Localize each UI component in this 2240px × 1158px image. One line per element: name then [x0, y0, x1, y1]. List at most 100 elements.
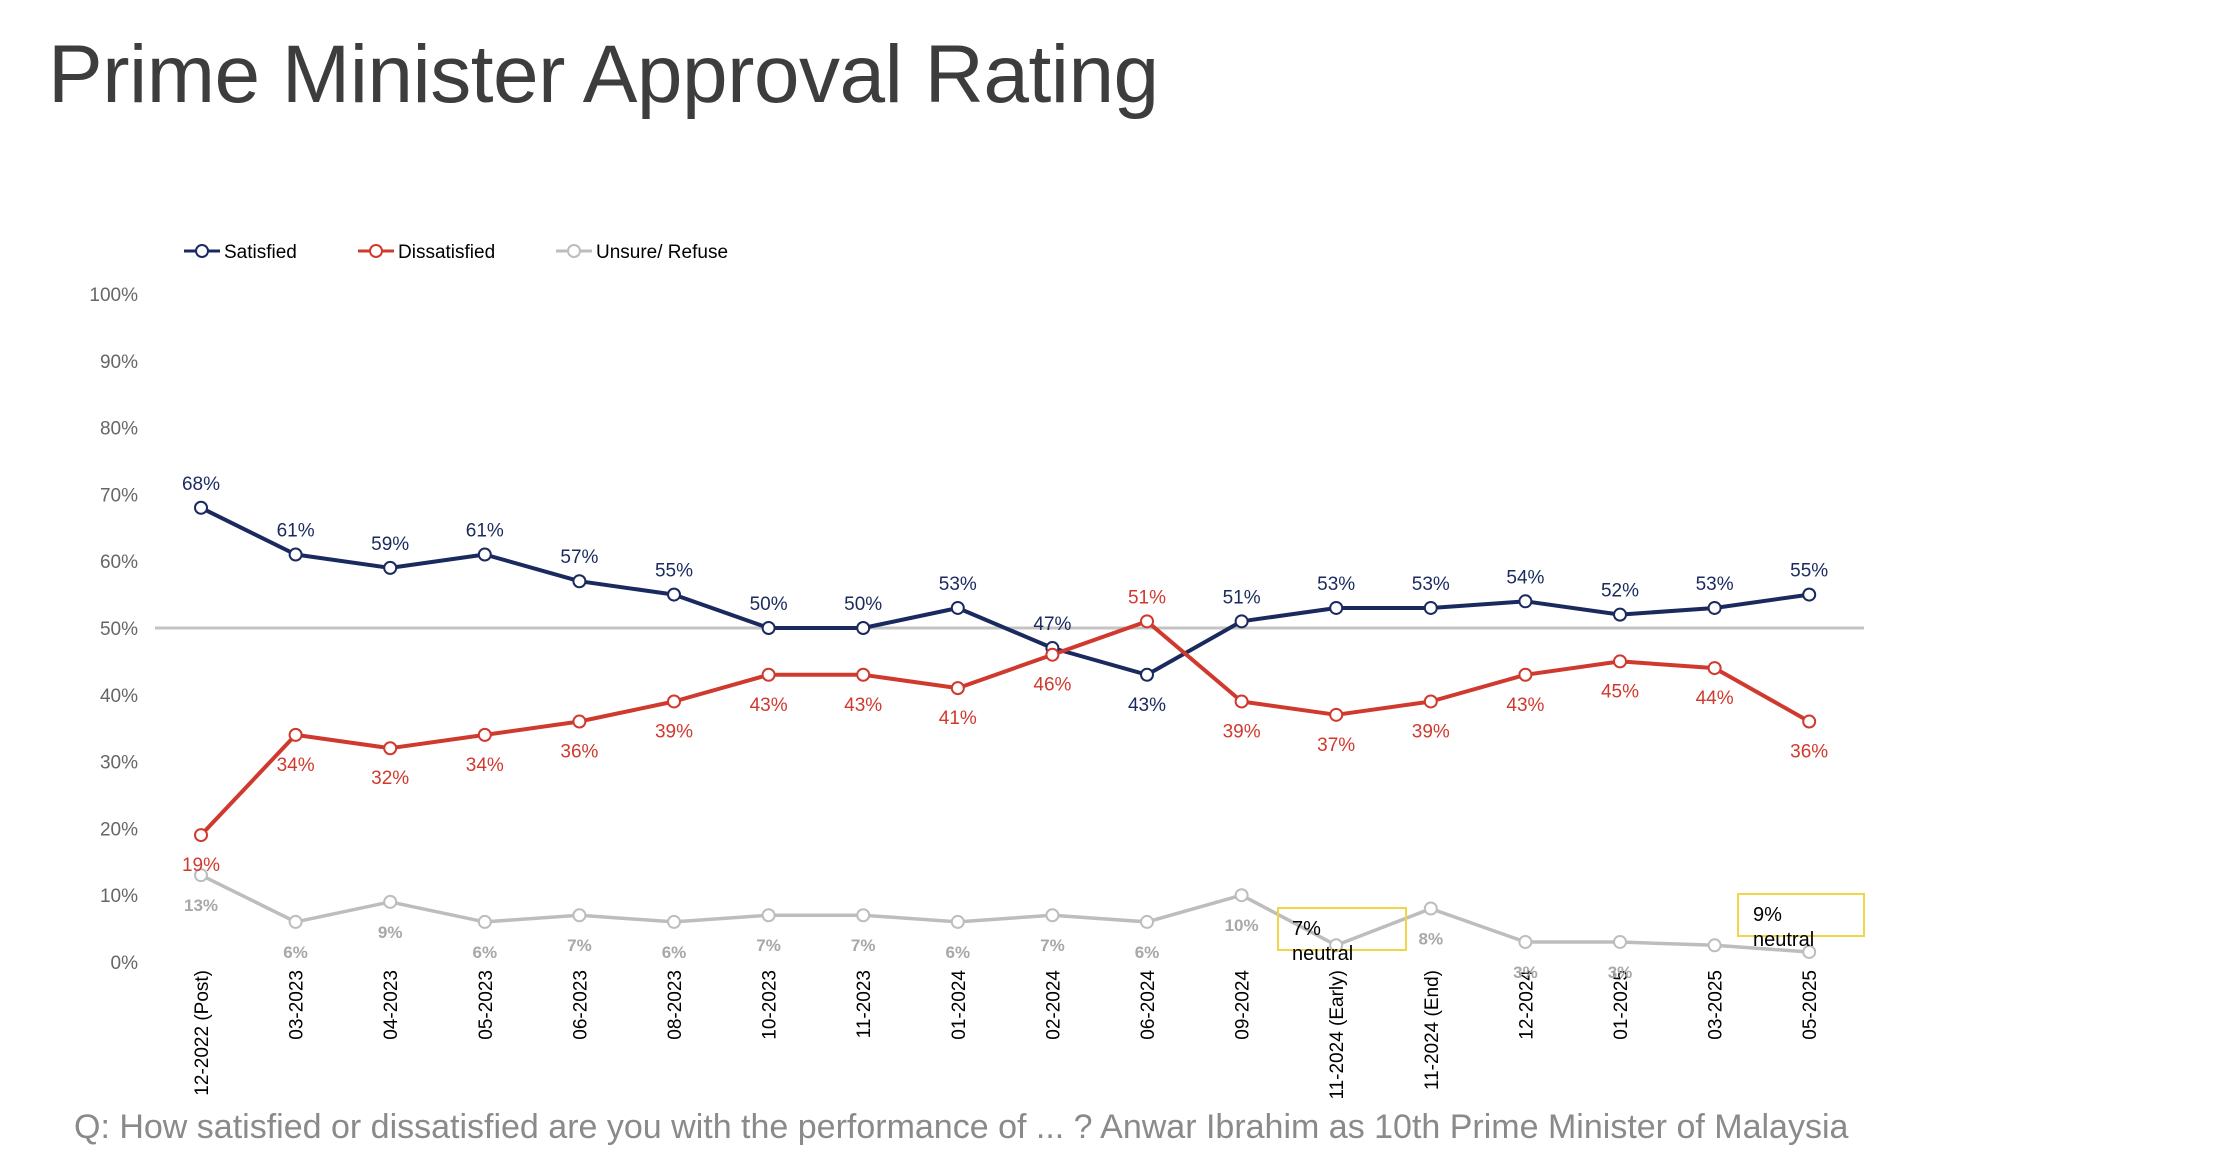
- satisfied-point: [477, 547, 492, 562]
- unsure-point: [572, 908, 587, 923]
- satisfied-point: [1802, 587, 1817, 602]
- annotation-text: neutral: [1292, 943, 1354, 965]
- y-tick-label: 20%: [100, 819, 138, 840]
- satisfied-point: [572, 574, 587, 589]
- dissatisfied-point: [1613, 654, 1627, 669]
- dissatisfied-point: [477, 727, 492, 742]
- dissatisfied-point: [1045, 647, 1060, 662]
- unsure-point: [856, 908, 871, 923]
- annotation-box: [1277, 907, 1407, 951]
- annotation-text: 7%: [1292, 918, 1321, 940]
- unsure-data-label: 3%: [1608, 963, 1633, 982]
- y-tick-label: 50%: [100, 619, 138, 640]
- dissatisfied-data-label: 51%: [1128, 587, 1166, 608]
- y-tick-label: 30%: [100, 753, 138, 774]
- satisfied-data-label: 53%: [1317, 574, 1355, 595]
- dissatisfied-data-label: 43%: [1506, 695, 1544, 716]
- satisfied-point: [1423, 600, 1438, 615]
- dissatisfied-data-label: 43%: [844, 695, 882, 716]
- dissatisfied-data-label: 45%: [1601, 681, 1639, 702]
- satisfied-point: [1707, 600, 1722, 615]
- dissatisfied-data-label: 39%: [1412, 721, 1450, 742]
- dissatisfied-point: [1423, 694, 1438, 709]
- dissatisfied-point: [1707, 661, 1722, 676]
- unsure-data-label: 9%: [378, 923, 403, 942]
- satisfied-data-label: 61%: [277, 521, 315, 542]
- satisfied-point: [383, 560, 398, 575]
- unsure-point: [1518, 934, 1533, 949]
- legend-label-unsure: Unsure/ Refuse: [596, 242, 728, 263]
- y-tick-label: 0%: [111, 953, 139, 974]
- dissatisfied-point: [667, 694, 681, 709]
- page-title: Prime Minister Approval Rating: [48, 29, 1159, 120]
- x-tick-label: 09-2024: [1233, 970, 1254, 1040]
- dissatisfied-data-label: 34%: [277, 755, 315, 776]
- satisfied-data-label: 55%: [1790, 561, 1828, 582]
- dissatisfied-data-label: 44%: [1696, 688, 1734, 709]
- unsure-data-label: 7%: [851, 936, 876, 955]
- x-tick-label: 01-2024: [949, 970, 970, 1040]
- satisfied-data-label: 47%: [1033, 614, 1071, 635]
- unsure-data-label: 13%: [184, 896, 218, 915]
- unsure-point: [1613, 934, 1627, 949]
- satisfied-data-label: 59%: [371, 534, 409, 555]
- unsure-data-label: 7%: [1040, 936, 1065, 955]
- unsure-point: [1234, 888, 1249, 903]
- dissatisfied-data-label: 39%: [1223, 721, 1261, 742]
- question-footnote: Q: How satisfied or dissatisfied are you…: [74, 1108, 1849, 1146]
- x-tick-label: 02-2024: [1043, 970, 1064, 1040]
- unsure-point: [288, 914, 303, 929]
- unsure-point: [761, 908, 776, 923]
- unsure-line: [200, 873, 1810, 954]
- satisfied-point: [1234, 614, 1249, 629]
- x-tick-label: 01-2025: [1611, 970, 1632, 1040]
- satisfied-data-label: 50%: [750, 594, 788, 615]
- y-tick-label: 10%: [100, 886, 138, 907]
- satisfied-point: [1518, 594, 1533, 609]
- unsure-point: [194, 868, 208, 883]
- unsure-data-label: 6%: [1135, 943, 1160, 962]
- satisfied-point: [761, 621, 776, 635]
- satisfied-point: [194, 500, 208, 515]
- x-tick-label: 08-2023: [665, 970, 686, 1040]
- satisfied-data-label: 52%: [1601, 581, 1639, 602]
- y-tick-label: 90%: [100, 352, 138, 373]
- unsure-data-label: 10%: [1225, 916, 1259, 935]
- dissatisfied-point: [194, 828, 208, 843]
- y-tick-label: 40%: [100, 686, 138, 707]
- dissatisfied-data-label: 32%: [371, 768, 409, 789]
- legend-label-satisfied: Satisfied: [224, 242, 297, 263]
- y-tick-label: 100%: [89, 285, 138, 306]
- satisfied-data-label: 51%: [1223, 587, 1261, 608]
- unsure-data-label: 6%: [662, 943, 687, 962]
- x-tick-label: 05-2025: [1800, 970, 1821, 1040]
- dissatisfied-point: [1518, 667, 1533, 682]
- dissatisfied-point: [383, 741, 398, 756]
- unsure-data-label: 8%: [1419, 930, 1444, 949]
- dissatisfied-data-label: 19%: [182, 855, 220, 876]
- y-tick-label: 70%: [100, 485, 138, 506]
- dissatisfied-point: [572, 714, 587, 729]
- annotation-box: [1737, 893, 1865, 937]
- x-tick-label: 03-2025: [1706, 970, 1727, 1040]
- legend-label-dissatisfied: Dissatisfied: [398, 242, 495, 263]
- dissatisfied-data-label: 46%: [1033, 675, 1071, 696]
- unsure-point: [1423, 901, 1438, 916]
- x-tick-label: 12-2024: [1516, 970, 1537, 1040]
- annotation-text: 9%: [1753, 904, 1782, 926]
- unsure-data-label: 7%: [567, 936, 592, 955]
- unsure-point: [383, 894, 398, 909]
- x-tick-label: 04-2023: [381, 970, 402, 1040]
- satisfied-data-label: 57%: [560, 547, 598, 568]
- dissatisfied-data-label: 34%: [466, 755, 504, 776]
- legend-swatch-marker: [567, 244, 581, 258]
- dissatisfied-line: [199, 619, 1811, 837]
- satisfied-point: [950, 600, 965, 615]
- satisfied-point: [1613, 607, 1627, 622]
- y-tick-label: 60%: [100, 552, 138, 573]
- satisfied-point: [1329, 600, 1344, 615]
- annotation-text: neutral: [1753, 929, 1815, 951]
- satisfied-point: [288, 547, 303, 562]
- unsure-data-label: 3%: [1513, 963, 1538, 982]
- dissatisfied-point: [950, 681, 965, 696]
